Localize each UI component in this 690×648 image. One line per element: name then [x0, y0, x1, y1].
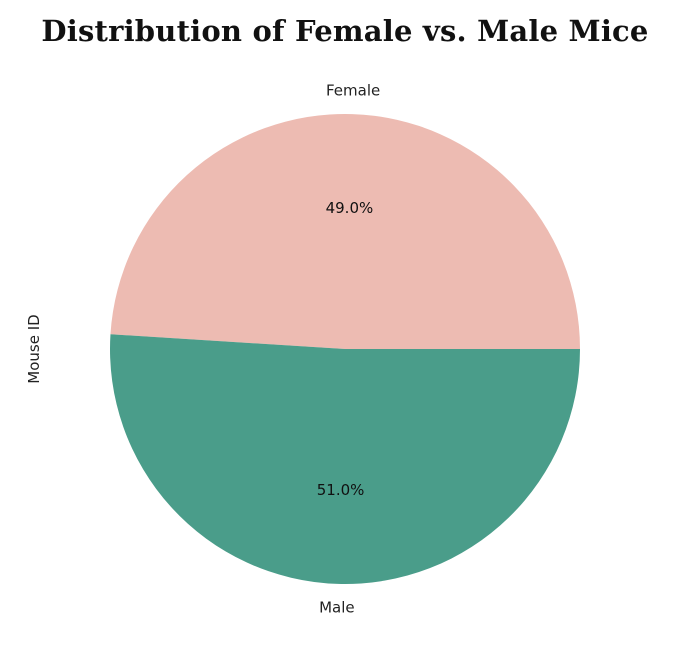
- pct-label-male: 51.0%: [317, 481, 365, 499]
- pct-label-female: 49.0%: [326, 199, 374, 217]
- pie-slice-female: [110, 114, 581, 350]
- chart-title: Distribution of Female vs. Male Mice: [41, 14, 649, 48]
- slice-label-male: Male: [319, 598, 355, 616]
- y-axis-label: Mouse ID: [25, 314, 43, 383]
- slice-label-female: Female: [326, 82, 380, 100]
- pie-slice-male: [109, 334, 580, 585]
